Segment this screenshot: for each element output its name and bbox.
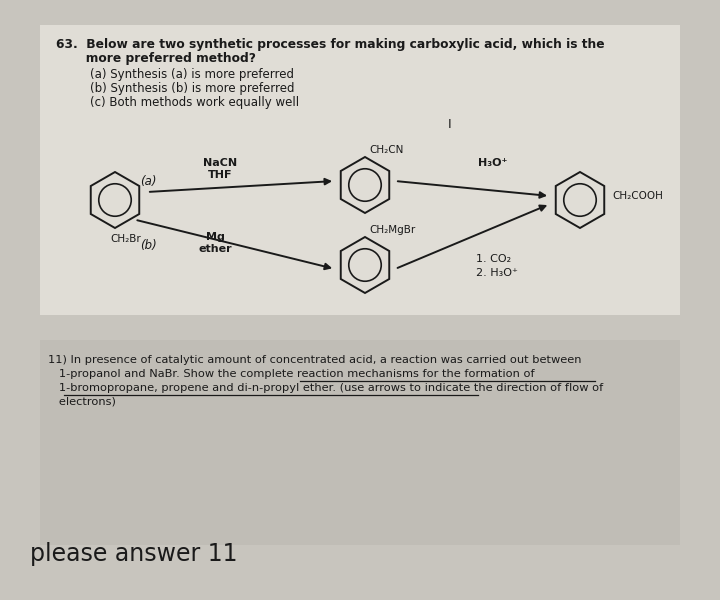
Text: CH₂Br: CH₂Br — [110, 234, 140, 244]
Text: H₃O⁺: H₃O⁺ — [478, 158, 508, 168]
Text: 1-propanol and NaBr. Show the complete reaction mechanisms for the formation of: 1-propanol and NaBr. Show the complete r… — [48, 369, 535, 379]
Text: CH₂MgBr: CH₂MgBr — [369, 225, 415, 235]
Text: THF: THF — [208, 170, 233, 180]
Text: 2. H₃O⁺: 2. H₃O⁺ — [476, 268, 518, 278]
Text: CH₂COOH: CH₂COOH — [612, 191, 663, 201]
Text: 1. CO₂: 1. CO₂ — [476, 254, 511, 264]
Text: 1-bromopropane, propene and di-n-propyl ether. (use arrows to indicate the direc: 1-bromopropane, propene and di-n-propyl … — [48, 383, 603, 393]
Text: I: I — [448, 118, 452, 131]
Text: (b): (b) — [140, 238, 156, 251]
Text: (a) Synthesis (a) is more preferred: (a) Synthesis (a) is more preferred — [75, 68, 294, 81]
Polygon shape — [341, 157, 390, 213]
Text: more preferred method?: more preferred method? — [56, 52, 256, 65]
Polygon shape — [341, 237, 390, 293]
Polygon shape — [556, 172, 604, 228]
Text: NaCN: NaCN — [203, 158, 237, 168]
FancyBboxPatch shape — [40, 25, 680, 315]
Text: (c) Both methods work equally well: (c) Both methods work equally well — [75, 96, 299, 109]
Polygon shape — [91, 172, 139, 228]
Text: CH₂CN: CH₂CN — [369, 145, 403, 155]
Text: electrons): electrons) — [48, 397, 116, 407]
Text: ether: ether — [198, 244, 232, 254]
Text: (a): (a) — [140, 175, 156, 188]
Text: please answer 11: please answer 11 — [30, 542, 238, 566]
Text: 11) In presence of catalytic amount of concentrated acid, a reaction was carried: 11) In presence of catalytic amount of c… — [48, 355, 582, 365]
Text: (b) Synthesis (b) is more preferred: (b) Synthesis (b) is more preferred — [75, 82, 294, 95]
FancyBboxPatch shape — [40, 340, 680, 545]
Text: Mg: Mg — [206, 232, 225, 242]
Text: 63.  Below are two synthetic processes for making carboxylic acid, which is the: 63. Below are two synthetic processes fo… — [56, 38, 605, 51]
